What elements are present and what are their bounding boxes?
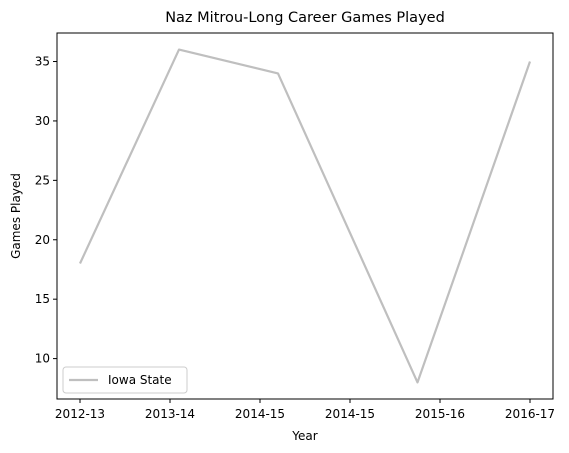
y-axis-label: Games Played	[9, 173, 23, 259]
x-tick-label: 2015-16	[415, 407, 465, 421]
legend: Iowa State	[62, 366, 188, 394]
x-axis: 2012-13 2013-14 2014-15 2014-15 2015-16 2016-…	[55, 399, 555, 421]
plot-frame	[56, 32, 554, 400]
x-tick-label: 2013-14	[145, 407, 195, 421]
y-tick-label: 30	[35, 114, 50, 128]
y-tick-label: 25	[35, 173, 50, 187]
x-tick-label: 2016-17	[505, 407, 555, 421]
y-tick-label: 10	[35, 352, 50, 366]
x-axis-label: Year	[291, 429, 317, 443]
chart-title: Naz Mitrou-Long Career Games Played	[165, 10, 445, 26]
x-tick-label: 2014-15	[325, 407, 375, 421]
x-tick-label: 2014-15	[235, 407, 285, 421]
x-tick-label: 2012-13	[55, 407, 105, 421]
y-tick-label: 15	[35, 292, 50, 306]
legend-box	[62, 366, 188, 394]
plot-area	[79, 48, 532, 384]
y-tick-label: 20	[35, 233, 50, 247]
legend-label: Iowa State	[108, 373, 172, 387]
series-line-0	[79, 48, 532, 384]
y-tick-label: 35	[35, 55, 50, 69]
y-axis: 10 15 20 25 30 35	[35, 55, 57, 366]
